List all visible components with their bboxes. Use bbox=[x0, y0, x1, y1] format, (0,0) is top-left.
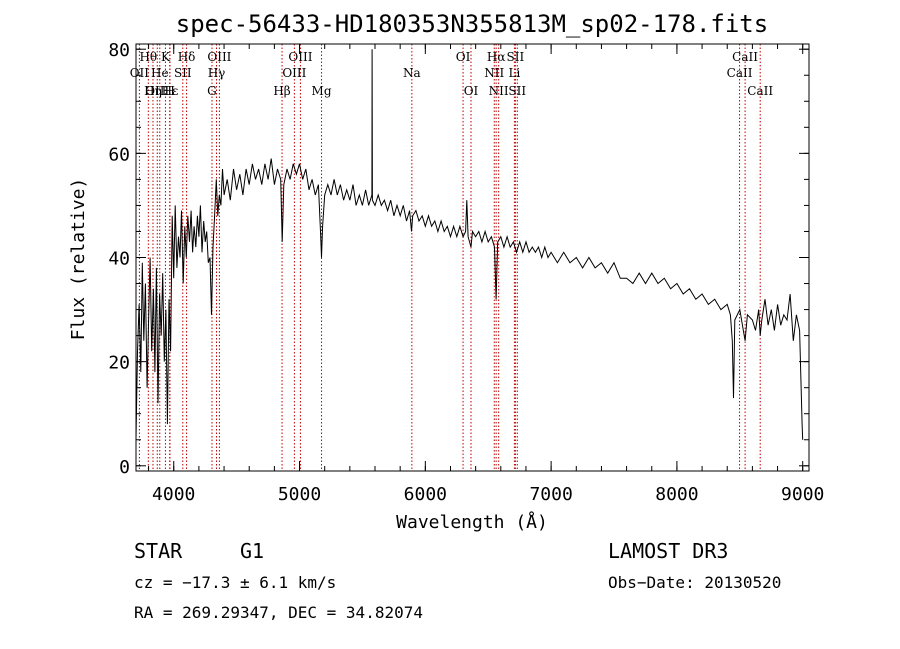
line-label: SII bbox=[507, 50, 525, 64]
x-tick-label: 6000 bbox=[404, 484, 447, 505]
line-label: CaII bbox=[727, 66, 753, 80]
line-label: Hθ bbox=[139, 50, 157, 64]
y-tick-label: 60 bbox=[108, 144, 130, 165]
x-tick-label: 5000 bbox=[278, 484, 321, 505]
line-label: OIII bbox=[145, 84, 169, 98]
x-tick-label: 7000 bbox=[529, 484, 572, 505]
spectrum-line bbox=[135, 49, 804, 440]
line-label: Mg bbox=[312, 84, 332, 98]
line-label: OIII bbox=[282, 66, 306, 80]
line-label: Hγ bbox=[208, 66, 226, 80]
x-tick-label: 8000 bbox=[655, 484, 698, 505]
line-label: CaII bbox=[747, 84, 773, 98]
ra-dec-coords: RA = 269.29347, DEC = 34.82074 bbox=[134, 603, 423, 622]
line-label: OIII bbox=[207, 50, 231, 64]
line-label: OI bbox=[456, 50, 471, 64]
survey-name: LAMOST DR3 bbox=[608, 539, 728, 563]
line-label: OI bbox=[464, 84, 479, 98]
line-label: H bbox=[164, 84, 174, 98]
line-label: G bbox=[207, 84, 217, 98]
line-label: Hη bbox=[144, 84, 162, 98]
x-tick-label: 9000 bbox=[781, 484, 824, 505]
x-axis-label: Wavelength (Å) bbox=[396, 511, 548, 533]
y-axis: 0 20 40 60 80 bbox=[108, 40, 809, 478]
y-tick-label: 0 bbox=[119, 457, 130, 478]
y-axis-label: Flux (relative) bbox=[68, 178, 89, 341]
plot-frame bbox=[135, 43, 810, 472]
line-label: NII bbox=[489, 84, 509, 98]
object-class: STAR bbox=[134, 539, 183, 563]
y-tick-label: 80 bbox=[108, 40, 130, 61]
y-tick-label: 40 bbox=[108, 249, 130, 270]
x-axis: 4000 5000 6000 7000 8000 9000 bbox=[148, 44, 824, 505]
line-label: Li bbox=[508, 66, 520, 80]
line-label: Hα bbox=[487, 50, 506, 64]
line-label: NII bbox=[484, 66, 504, 80]
line-label: Na bbox=[403, 66, 421, 80]
chart-title: spec-56433-HD180353N355813M_sp02-178.fit… bbox=[176, 10, 768, 38]
line-label: Hβ bbox=[273, 84, 290, 98]
line-label: He bbox=[151, 66, 169, 80]
line-label: SII bbox=[174, 66, 192, 80]
line-label: SII bbox=[508, 84, 526, 98]
line-label: OIII bbox=[288, 50, 312, 64]
line-label: OII bbox=[130, 66, 150, 80]
line-markers bbox=[138, 44, 761, 471]
y-tick-label: 20 bbox=[108, 353, 130, 374]
object-subclass: G1 bbox=[240, 539, 264, 563]
redshift-cz: cz = −17.3 ± 6.1 km/s bbox=[134, 573, 336, 592]
line-label: Hε bbox=[162, 84, 179, 98]
line-label: CaII bbox=[732, 50, 758, 64]
obs-date: Obs−Date: 20130520 bbox=[608, 573, 781, 592]
line-label: K bbox=[161, 50, 171, 64]
line-label: Hδ bbox=[178, 50, 196, 64]
x-tick-label: 4000 bbox=[152, 484, 195, 505]
